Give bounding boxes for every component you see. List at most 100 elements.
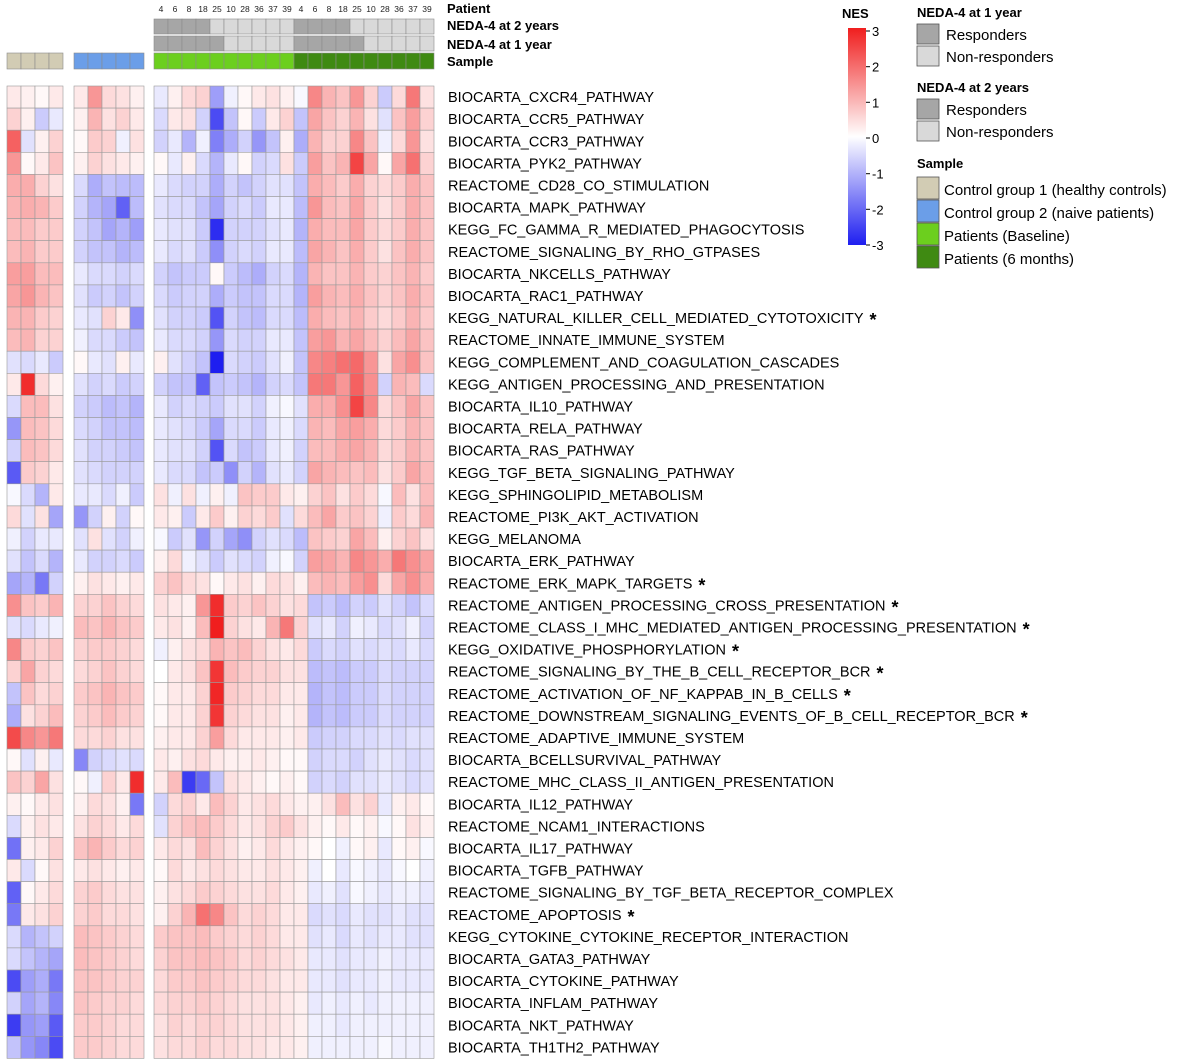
heatmap-cell xyxy=(129,837,145,860)
significance-star: * xyxy=(892,597,899,617)
heatmap-cell xyxy=(279,439,295,463)
heatmap-cell xyxy=(321,770,337,794)
heatmap-cell xyxy=(34,837,50,860)
heatmap-cell xyxy=(87,306,103,330)
heatmap-cell xyxy=(48,505,64,529)
heatmap-cell xyxy=(48,660,64,683)
neda2-annotation-cell xyxy=(363,18,379,35)
heatmap-cell xyxy=(101,1013,117,1037)
heatmap-cell xyxy=(391,284,407,308)
heatmap-cell xyxy=(237,152,253,175)
heatmap-cell xyxy=(237,549,253,573)
row-label: BIOCARTA_IL12_PATHWAY xyxy=(448,797,633,813)
heatmap-cell xyxy=(48,593,64,617)
heatmap-cell xyxy=(307,417,323,440)
heatmap-cell xyxy=(6,240,22,264)
heatmap-cell xyxy=(377,881,393,904)
heatmap-cell xyxy=(209,196,225,219)
heatmap-cell xyxy=(101,527,117,551)
heatmap-cell xyxy=(335,417,351,440)
heatmap-cell xyxy=(115,549,131,573)
heatmap-cell xyxy=(129,372,145,396)
heatmap-cell xyxy=(48,571,64,595)
heatmap-cell xyxy=(195,748,211,772)
heatmap-cell xyxy=(419,638,435,661)
heatmap-cell xyxy=(167,881,183,904)
heatmap-cell xyxy=(101,461,117,485)
heatmap-cell xyxy=(101,593,117,617)
heatmap-cell xyxy=(391,328,407,352)
neda1-annotation-cell xyxy=(181,35,197,52)
heatmap-cell xyxy=(73,660,89,683)
heatmap-cell xyxy=(265,328,281,352)
heatmap-cell xyxy=(223,792,239,816)
heatmap-cell xyxy=(265,85,281,109)
heatmap-cell xyxy=(181,726,197,750)
heatmap-cell xyxy=(129,461,145,485)
heatmap-cell xyxy=(48,1036,64,1059)
heatmap-cell xyxy=(363,571,379,595)
heatmap-cell xyxy=(307,174,323,197)
heatmap-cell xyxy=(115,593,131,617)
heatmap-cell xyxy=(181,107,197,131)
heatmap-cell xyxy=(87,859,103,882)
heatmap-cell xyxy=(335,395,351,418)
heatmap-cell xyxy=(251,417,267,440)
heatmap-cell xyxy=(293,483,309,507)
heatmap-cell xyxy=(349,969,365,993)
heatmap-cell xyxy=(251,748,267,772)
heatmap-cell xyxy=(293,660,309,683)
heatmap-cell xyxy=(223,593,239,617)
heatmap-cell xyxy=(321,593,337,617)
heatmap-cell xyxy=(181,1036,197,1059)
heatmap-cell xyxy=(419,903,435,927)
heatmap-cell xyxy=(48,306,64,330)
heatmap-cell xyxy=(279,196,295,219)
heatmap-cell xyxy=(307,770,323,794)
heatmap-cell xyxy=(307,129,323,153)
heatmap-cell xyxy=(251,903,267,927)
heatmap-cell xyxy=(20,704,36,728)
heatmap-cell xyxy=(20,284,36,308)
heatmap-cell xyxy=(181,925,197,949)
heatmap-cell xyxy=(363,129,379,153)
heatmap-cell xyxy=(363,483,379,507)
heatmap-cell xyxy=(153,704,169,728)
heatmap-cell xyxy=(153,306,169,330)
heatmap-cell xyxy=(181,593,197,617)
heatmap-cell xyxy=(195,461,211,485)
heatmap-cell xyxy=(153,859,169,882)
heatmap-cell xyxy=(251,240,267,264)
heatmap-cell xyxy=(34,505,50,529)
heatmap-cell xyxy=(405,527,421,551)
neda2-annotation-cell xyxy=(251,18,267,35)
heatmap-cell xyxy=(209,284,225,308)
sample-annotation-cell xyxy=(419,52,435,70)
sample-annotation-cell xyxy=(321,52,337,70)
heatmap-cell xyxy=(6,925,22,949)
heatmap-cell xyxy=(48,748,64,772)
row-label: REACTOME_SIGNALING_BY_TGF_BETA_RECEPTOR_… xyxy=(448,886,894,902)
row-label: BIOCARTA_PYK2_PATHWAY xyxy=(448,156,642,172)
heatmap-cell xyxy=(335,372,351,396)
heatmap-cell xyxy=(129,792,145,816)
sample-annotation-cell xyxy=(6,52,22,70)
heatmap-cell xyxy=(391,439,407,463)
heatmap-cell xyxy=(195,616,211,639)
heatmap-cell xyxy=(237,129,253,153)
heatmap-cell xyxy=(419,726,435,750)
row-label: BIOCARTA_CXCR4_PATHWAY xyxy=(448,90,654,106)
heatmap-cell xyxy=(363,395,379,418)
heatmap-cell xyxy=(48,638,64,661)
heatmap-cell xyxy=(115,328,131,352)
heatmap-cell xyxy=(129,395,145,418)
neda1-annotation-cell xyxy=(195,35,211,52)
heatmap-cell xyxy=(279,726,295,750)
heatmap-cells xyxy=(6,85,435,1059)
heatmap-cell xyxy=(181,461,197,485)
heatmap-cell xyxy=(405,748,421,772)
heatmap-cell xyxy=(48,814,64,838)
heatmap-cell xyxy=(237,726,253,750)
neda1-annotation-cell xyxy=(237,35,253,52)
heatmap-cell xyxy=(419,792,435,816)
